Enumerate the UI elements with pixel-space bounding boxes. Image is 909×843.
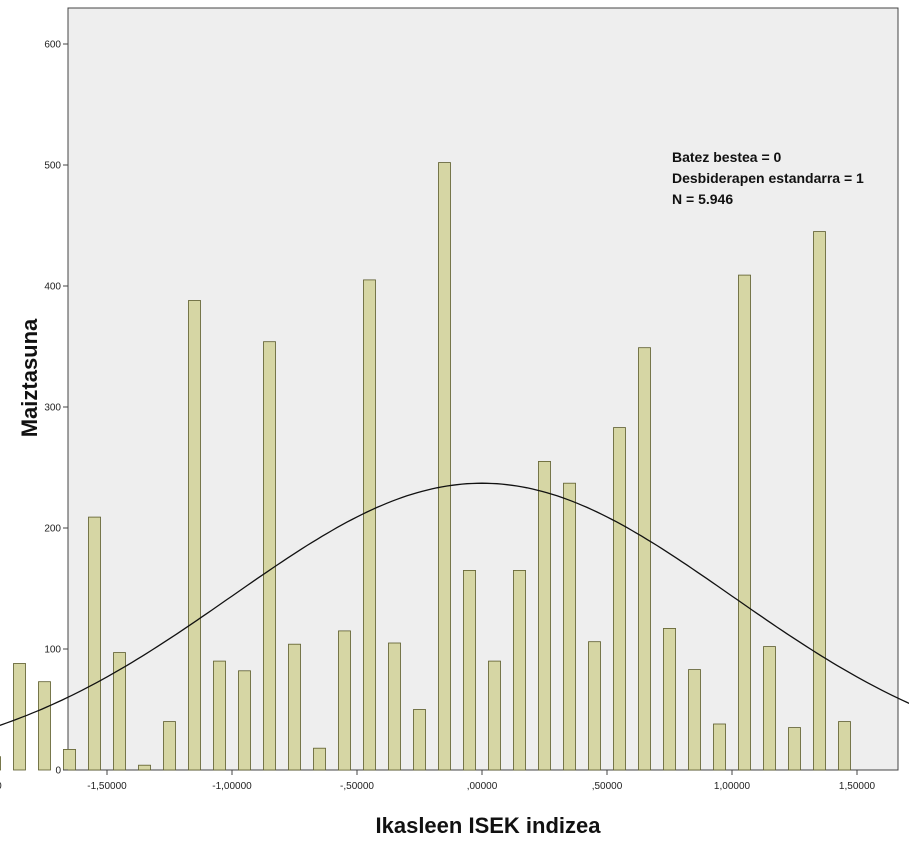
bar — [363, 279, 376, 771]
annotation-n: N = 5.946 — [672, 191, 733, 207]
bar — [688, 669, 701, 771]
y-axis-title: Maiztasuna — [17, 318, 42, 437]
x-tick-label: -2,00000 — [0, 781, 2, 792]
y-tick-label: 0 — [55, 766, 61, 777]
bar — [613, 427, 626, 771]
plot-area — [67, 7, 899, 771]
x-axis-title: Ikasleen ISEK indizea — [376, 813, 602, 838]
bar — [713, 723, 726, 771]
annotation-std: Desbiderapen estandarra = 1 — [672, 170, 864, 186]
bar — [388, 642, 401, 771]
bar — [338, 630, 351, 771]
bar — [438, 162, 451, 771]
bar — [13, 663, 26, 771]
y-tick-label: 100 — [44, 645, 61, 656]
x-tick-label: ,00000 — [467, 781, 498, 792]
bar — [663, 628, 676, 771]
bars — [0, 162, 851, 771]
bar — [638, 347, 651, 771]
bar — [463, 570, 476, 771]
x-tick-label: ,50000 — [592, 781, 623, 792]
bar — [88, 516, 101, 771]
bar — [163, 721, 176, 771]
bar — [188, 300, 201, 771]
bar — [63, 749, 76, 771]
bar — [538, 460, 551, 771]
bar — [788, 727, 801, 771]
y-axis-ticks: 0 100 200 300 400 500 600 — [44, 40, 68, 777]
bar — [563, 482, 576, 771]
x-tick-label: 1,00000 — [714, 781, 751, 792]
bar — [488, 660, 501, 771]
x-tick-label: -1,00000 — [212, 781, 252, 792]
bar — [288, 643, 301, 771]
bar — [238, 670, 251, 771]
bar — [838, 721, 851, 771]
y-tick-label: 500 — [44, 161, 61, 172]
x-axis-ticks: -3,00000-2,50000-2,00000-1,50000-1,00000… — [0, 770, 876, 792]
bar — [38, 681, 51, 771]
bar — [263, 341, 276, 771]
annotation-mean: Batez bestea = 0 — [672, 149, 782, 165]
bar — [138, 764, 151, 771]
bar — [0, 756, 1, 771]
bar — [813, 231, 826, 771]
x-tick-label: 1,50000 — [839, 781, 876, 792]
normal-curve — [0, 482, 909, 726]
bar — [763, 646, 776, 771]
y-tick-label: 200 — [44, 524, 61, 535]
bar — [588, 641, 601, 771]
bar — [313, 747, 326, 771]
y-tick-label: 600 — [44, 40, 61, 51]
bar — [738, 274, 751, 771]
x-tick-label: -1,50000 — [87, 781, 127, 792]
y-tick-label: 300 — [44, 403, 61, 414]
y-tick-label: 400 — [44, 282, 61, 293]
bar — [513, 570, 526, 771]
x-tick-label: -,50000 — [340, 781, 374, 792]
bar — [213, 660, 226, 771]
bar — [413, 709, 426, 771]
bar — [113, 652, 126, 771]
